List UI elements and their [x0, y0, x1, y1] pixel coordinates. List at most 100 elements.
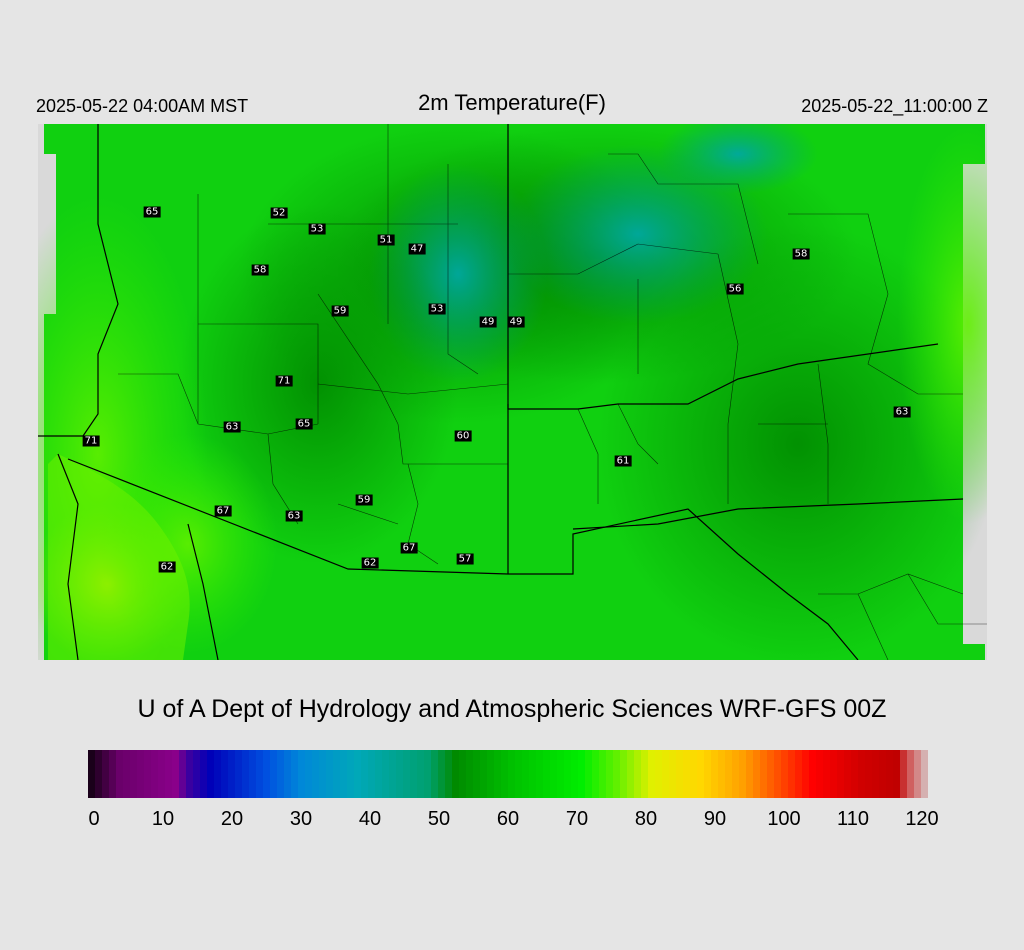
- color-scale-bar: [88, 750, 928, 798]
- color-scale-segment: [893, 750, 901, 798]
- color-scale-segment: [214, 750, 222, 798]
- color-scale-segment: [326, 750, 334, 798]
- station-label: 53: [428, 303, 446, 315]
- station-label: 63: [893, 406, 911, 418]
- color-scale-segment: [445, 750, 453, 798]
- color-scale-segment: [193, 750, 201, 798]
- color-scale-segment: [361, 750, 369, 798]
- color-scale-tick-label: 40: [358, 808, 382, 830]
- color-scale-segment: [109, 750, 117, 798]
- color-scale-segment: [844, 750, 852, 798]
- color-scale-segment: [396, 750, 404, 798]
- color-scale-segment: [802, 750, 810, 798]
- color-scale-tick-label: 0: [88, 808, 100, 830]
- color-scale-segment: [704, 750, 712, 798]
- color-scale-segment: [655, 750, 663, 798]
- station-label: 47: [408, 243, 426, 255]
- color-scale-tick-label: 30: [289, 808, 313, 830]
- color-scale-segment: [270, 750, 278, 798]
- color-scale-segment: [914, 750, 922, 798]
- color-scale-segment: [648, 750, 656, 798]
- color-scale-segment: [494, 750, 502, 798]
- color-scale-segment: [144, 750, 152, 798]
- station-label: 58: [251, 264, 269, 276]
- temperature-map: 65 52 53 51 47 58 58 56 59 53 49 49 71 6…: [38, 124, 987, 660]
- color-scale-segment: [641, 750, 649, 798]
- local-time: 2025-05-22 04:00AM MST: [36, 96, 249, 116]
- station-label: 71: [275, 375, 293, 387]
- color-scale-segment: [529, 750, 537, 798]
- color-scale-segment: [900, 750, 908, 798]
- color-scale-segment: [151, 750, 159, 798]
- color-scale-tick-label: 80: [634, 808, 658, 830]
- color-scale-segment: [459, 750, 467, 798]
- color-scale-segment: [95, 750, 103, 798]
- station-label: 62: [158, 561, 176, 573]
- color-scale-segment: [284, 750, 292, 798]
- color-scale-segment: [480, 750, 488, 798]
- color-scale-segment: [809, 750, 817, 798]
- station-label: 49: [479, 316, 497, 328]
- color-scale-segment: [627, 750, 635, 798]
- model-credit: U of A Dept of Hydrology and Atmospheric…: [137, 695, 887, 723]
- color-scale-segment: [165, 750, 173, 798]
- color-scale-segment: [487, 750, 495, 798]
- color-scale-segment: [305, 750, 313, 798]
- color-scale-segment: [249, 750, 257, 798]
- color-scale-segment: [508, 750, 516, 798]
- station-label: 63: [223, 421, 241, 433]
- color-scale-segment: [410, 750, 418, 798]
- color-scale-segment: [564, 750, 572, 798]
- color-scale-segment: [354, 750, 362, 798]
- color-scale-segment: [466, 750, 474, 798]
- color-scale-segment: [676, 750, 684, 798]
- color-scale-segment: [130, 750, 138, 798]
- color-scale-segment: [858, 750, 866, 798]
- color-scale-segment: [543, 750, 551, 798]
- utc-time: 2025-05-22_11:00:00 Z: [801, 96, 988, 116]
- color-scale-segment: [634, 750, 642, 798]
- color-scale-segment: [228, 750, 236, 798]
- color-scale-tick-label: 90: [703, 808, 727, 830]
- color-scale-segment: [473, 750, 481, 798]
- color-scale-segment: [368, 750, 376, 798]
- color-scale-segment: [536, 750, 544, 798]
- color-scale-segment: [830, 750, 838, 798]
- color-scale-tick-label: 70: [565, 808, 589, 830]
- color-scale-tick-label: 120: [905, 808, 939, 830]
- color-scale-tick-label: 10: [151, 808, 175, 830]
- station-label: 59: [331, 305, 349, 317]
- color-scale-segment: [921, 750, 928, 798]
- color-scale-segment: [102, 750, 110, 798]
- color-scale-segment: [578, 750, 586, 798]
- color-scale-segment: [158, 750, 166, 798]
- color-scale-segment: [669, 750, 677, 798]
- color-scale-segment: [774, 750, 782, 798]
- color-scale-segment: [347, 750, 355, 798]
- color-scale-segment: [375, 750, 383, 798]
- color-scale-segment: [746, 750, 754, 798]
- color-scale-segment: [620, 750, 628, 798]
- color-scale-segment: [585, 750, 593, 798]
- color-scale-segment: [907, 750, 915, 798]
- color-scale-segment: [221, 750, 229, 798]
- color-scale-segment: [319, 750, 327, 798]
- color-scale-segment: [242, 750, 250, 798]
- station-label: 56: [726, 283, 744, 295]
- color-scale-segment: [557, 750, 565, 798]
- color-scale-segment: [823, 750, 831, 798]
- station-label: 71: [82, 435, 100, 447]
- color-scale-ticks: 0 10 20 30 40 50 60 70 80 90 100 110 120: [88, 808, 938, 838]
- color-scale-segment: [837, 750, 845, 798]
- color-scale-segment: [788, 750, 796, 798]
- color-scale-segment: [879, 750, 887, 798]
- color-scale-segment: [872, 750, 880, 798]
- color-scale-segment: [795, 750, 803, 798]
- color-scale-segment: [732, 750, 740, 798]
- color-scale-segment: [599, 750, 607, 798]
- color-scale-segment: [753, 750, 761, 798]
- color-scale-segment: [382, 750, 390, 798]
- color-scale-segment: [592, 750, 600, 798]
- color-scale-segment: [340, 750, 348, 798]
- color-scale-segment: [515, 750, 523, 798]
